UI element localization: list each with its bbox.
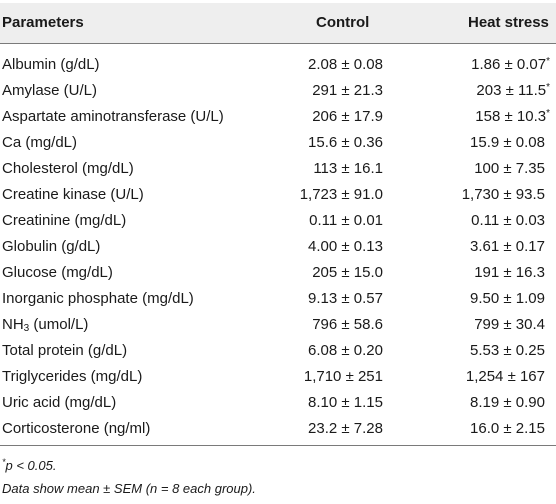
heat-stress-cell: 158 ± 10.3* — [475, 108, 550, 125]
table-body: Albumin (g/dL) 2.08 ± 0.08 1.86 ± 0.07* Amy… — [0, 52, 556, 442]
heat-stress-cell: 1,730 ± 93.5 — [461, 186, 545, 203]
parameter-cell: Amylase (U/L) — [2, 82, 98, 99]
table-row: Aspartate aminotransferase (U/L) 206 ± 17… — [0, 104, 556, 130]
control-cell: 6.08 ± 0.20 — [308, 342, 383, 359]
table-row: Triglycerides (mg/dL) 1,710 ± 251 1,254 ± … — [0, 364, 556, 390]
heat-stress-cell: 16.0 ± 2.15 — [470, 420, 545, 437]
parameter-cell: Aspartate aminotransferase (U/L) — [2, 108, 224, 125]
control-cell: 1,710 ± 251 — [303, 368, 383, 385]
parameter-cell: Albumin (g/dL) — [2, 56, 100, 73]
parameter-cell: Globulin (g/dL) — [2, 238, 101, 255]
parameter-cell: Glucose (mg/dL) — [2, 264, 113, 281]
significance-mark: * — [2, 457, 6, 467]
significance-marker: * — [546, 108, 550, 119]
header-control: Control — [316, 14, 370, 31]
table-row: Creatinine (mg/dL) 0.11 ± 0.01 0.11 ± 0.03 — [0, 208, 556, 234]
significance-note: *p < 0.05. — [2, 455, 256, 478]
parameter-cell: Inorganic phosphate (mg/dL) — [2, 290, 194, 307]
parameter-cell: NH3 (umol/L) — [2, 316, 89, 334]
table-header-row: Parameters Control Heat stress — [0, 3, 556, 43]
table-row: Globulin (g/dL) 4.00 ± 0.13 3.61 ± 0.17 — [0, 234, 556, 260]
heat-stress-cell: 0.11 ± 0.03 — [471, 212, 545, 229]
heat-stress-cell: 8.19 ± 0.90 — [470, 394, 545, 411]
data-description-note: Data show mean ± SEM (n = 8 each group). — [2, 481, 256, 496]
control-cell: 23.2 ± 7.28 — [308, 420, 383, 437]
heat-stress-cell: 203 ± 11.5* — [476, 82, 550, 99]
significance-marker: * — [546, 82, 550, 93]
control-cell: 8.10 ± 1.15 — [308, 394, 383, 411]
heat-stress-cell: 5.53 ± 0.25 — [470, 342, 545, 359]
parameter-cell: Creatine kinase (U/L) — [2, 186, 144, 203]
heat-stress-cell: 799 ± 30.4 — [474, 316, 545, 333]
control-cell: 113 ± 16.1 — [313, 160, 383, 177]
table-row: Ca (mg/dL) 15.6 ± 0.36 15.9 ± 0.08 — [0, 130, 556, 156]
table-row: Inorganic phosphate (mg/dL) 9.13 ± 0.57 9.… — [0, 286, 556, 312]
control-cell: 291 ± 21.3 — [312, 82, 383, 99]
header-parameters: Parameters — [2, 14, 84, 31]
parameter-cell: Total protein (g/dL) — [2, 342, 128, 359]
control-cell: 15.6 ± 0.36 — [308, 134, 383, 151]
parameter-cell: Triglycerides (mg/dL) — [2, 368, 143, 385]
table-row: Cholesterol (mg/dL) 113 ± 16.1 100 ± 7.35 — [0, 156, 556, 182]
heat-stress-cell: 3.61 ± 0.17 — [470, 238, 545, 255]
heat-stress-cell: 1.86 ± 0.07* — [471, 56, 550, 73]
parameter-cell: Uric acid (mg/dL) — [2, 394, 117, 411]
control-cell: 206 ± 17.9 — [312, 108, 383, 125]
heat-stress-cell: 9.50 ± 1.09 — [470, 290, 545, 307]
table-row: Glucose (mg/dL) 205 ± 15.0 191 ± 16.3 — [0, 260, 556, 286]
significance-marker: * — [546, 56, 550, 67]
parameter-cell: Cholesterol (mg/dL) — [2, 160, 134, 177]
parameter-cell: Creatinine (mg/dL) — [2, 212, 127, 229]
parameter-cell: Ca (mg/dL) — [2, 134, 78, 151]
control-cell: 9.13 ± 0.57 — [308, 290, 383, 307]
table-row: NH3 (umol/L) 796 ± 58.6 799 ± 30.4 — [0, 312, 556, 338]
table-row: Creatine kinase (U/L) 1,723 ± 91.0 1,730 ±… — [0, 182, 556, 208]
control-cell: 4.00 ± 0.13 — [308, 238, 383, 255]
significance-text: p < 0.05. — [5, 458, 57, 473]
header-heat-stress: Heat stress — [468, 14, 549, 31]
control-cell: 2.08 ± 0.08 — [308, 56, 383, 73]
table-row: Albumin (g/dL) 2.08 ± 0.08 1.86 ± 0.07* — [0, 52, 556, 78]
control-cell: 1,723 ± 91.0 — [299, 186, 383, 203]
table-row: Amylase (U/L) 291 ± 21.3 203 ± 11.5* — [0, 78, 556, 104]
parameter-cell: Corticosterone (ng/ml) — [2, 420, 151, 437]
table-header-rule — [0, 43, 556, 44]
heat-stress-cell: 15.9 ± 0.08 — [470, 134, 545, 151]
heat-stress-cell: 1,254 ± 167 — [465, 368, 545, 385]
control-cell: 796 ± 58.6 — [312, 316, 383, 333]
control-cell: 205 ± 15.0 — [312, 264, 383, 281]
heat-stress-cell: 191 ± 16.3 — [474, 264, 545, 281]
control-cell: 0.11 ± 0.01 — [309, 212, 383, 229]
table-bottom-rule — [0, 445, 556, 446]
heat-stress-cell: 100 ± 7.35 — [474, 160, 545, 177]
table-row: Total protein (g/dL) 6.08 ± 0.20 5.53 ± 0.… — [0, 338, 556, 364]
table-footnotes: *p < 0.05. Data show mean ± SEM (n = 8 e… — [2, 455, 256, 500]
table-row: Uric acid (mg/dL) 8.10 ± 1.15 8.19 ± 0.90 — [0, 390, 556, 416]
table-row: Corticosterone (ng/ml) 23.2 ± 7.28 16.0 ± … — [0, 416, 556, 442]
